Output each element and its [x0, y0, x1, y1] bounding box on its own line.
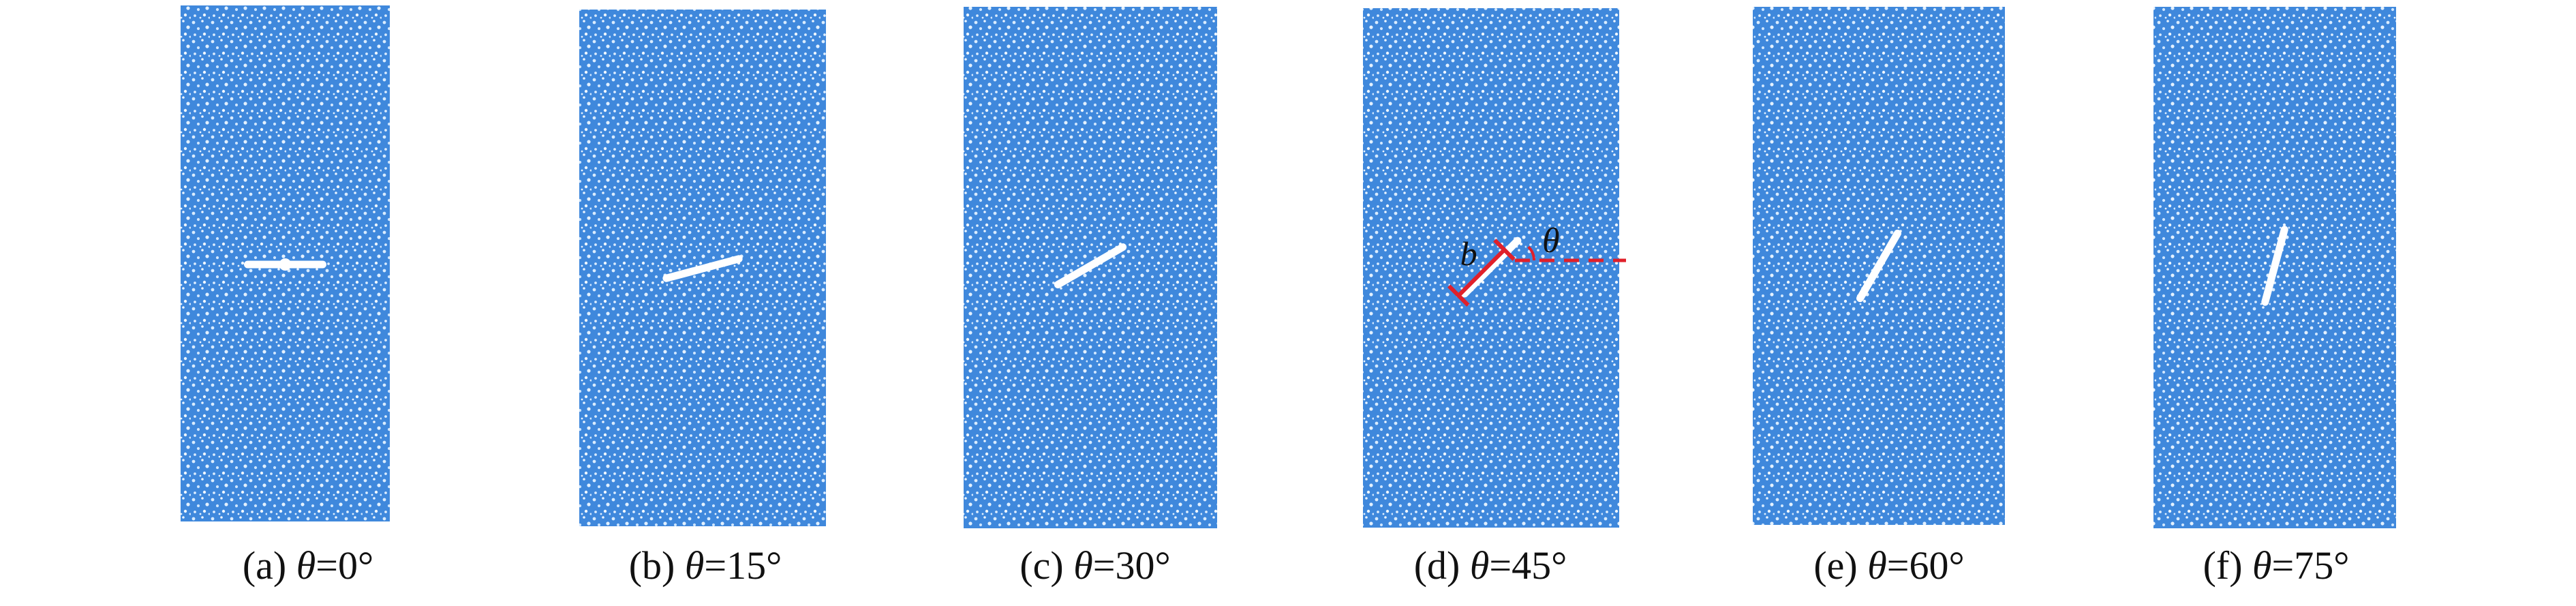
caption-d-prefix: (d) [1413, 543, 1470, 588]
caption-f-value: =75° [2271, 543, 2350, 588]
caption-f-theta: θ [2252, 543, 2272, 588]
caption-d: (d) θ=45° [1414, 539, 1567, 593]
panel-b [579, 10, 826, 526]
caption-a-prefix: (a) [242, 543, 296, 588]
caption-b: (b) θ=15° [629, 539, 782, 593]
dimension-tick-1 [1447, 284, 1470, 307]
fracture-c [1054, 243, 1127, 288]
fracture-a-node [279, 258, 292, 271]
caption-a: (a) θ=0° [243, 539, 373, 593]
caption-b-theta: θ [684, 543, 705, 588]
caption-e-theta: θ [1867, 543, 1887, 588]
panel-f [2153, 7, 2396, 528]
caption-a-theta: θ [296, 543, 316, 588]
panel-e [1753, 7, 2005, 525]
caption-c-theta: θ [1073, 543, 1093, 588]
caption-c-prefix: (c) [1019, 543, 1074, 588]
caption-e-prefix: (e) [1813, 543, 1868, 588]
fracture-b [662, 255, 743, 282]
angle-label: θ [1542, 222, 1560, 260]
fracture-d [1460, 237, 1522, 298]
caption-d-value: =45° [1489, 543, 1567, 588]
length-dimension-line [1457, 248, 1506, 297]
caption-f: (f) θ=75° [2203, 539, 2350, 593]
caption-e: (e) θ=60° [1813, 539, 1964, 593]
fracture-e [1856, 229, 1901, 303]
caption-f-prefix: (f) [2203, 543, 2253, 588]
length-label: b [1460, 234, 1477, 273]
caption-e-value: =60° [1886, 543, 1965, 588]
panel-c [964, 7, 1217, 528]
dimension-tick-2 [1493, 239, 1516, 261]
caption-c-value: =30° [1092, 543, 1171, 588]
caption-b-prefix: (b) [628, 543, 685, 588]
caption-d-theta: θ [1469, 543, 1490, 588]
panel-a [181, 5, 390, 521]
caption-a-value: =0° [316, 543, 374, 588]
caption-b-value: =15° [704, 543, 782, 588]
angle-arc [1527, 245, 1535, 261]
caption-c: (c) θ=30° [1019, 539, 1170, 593]
fracture-f [2261, 226, 2288, 306]
